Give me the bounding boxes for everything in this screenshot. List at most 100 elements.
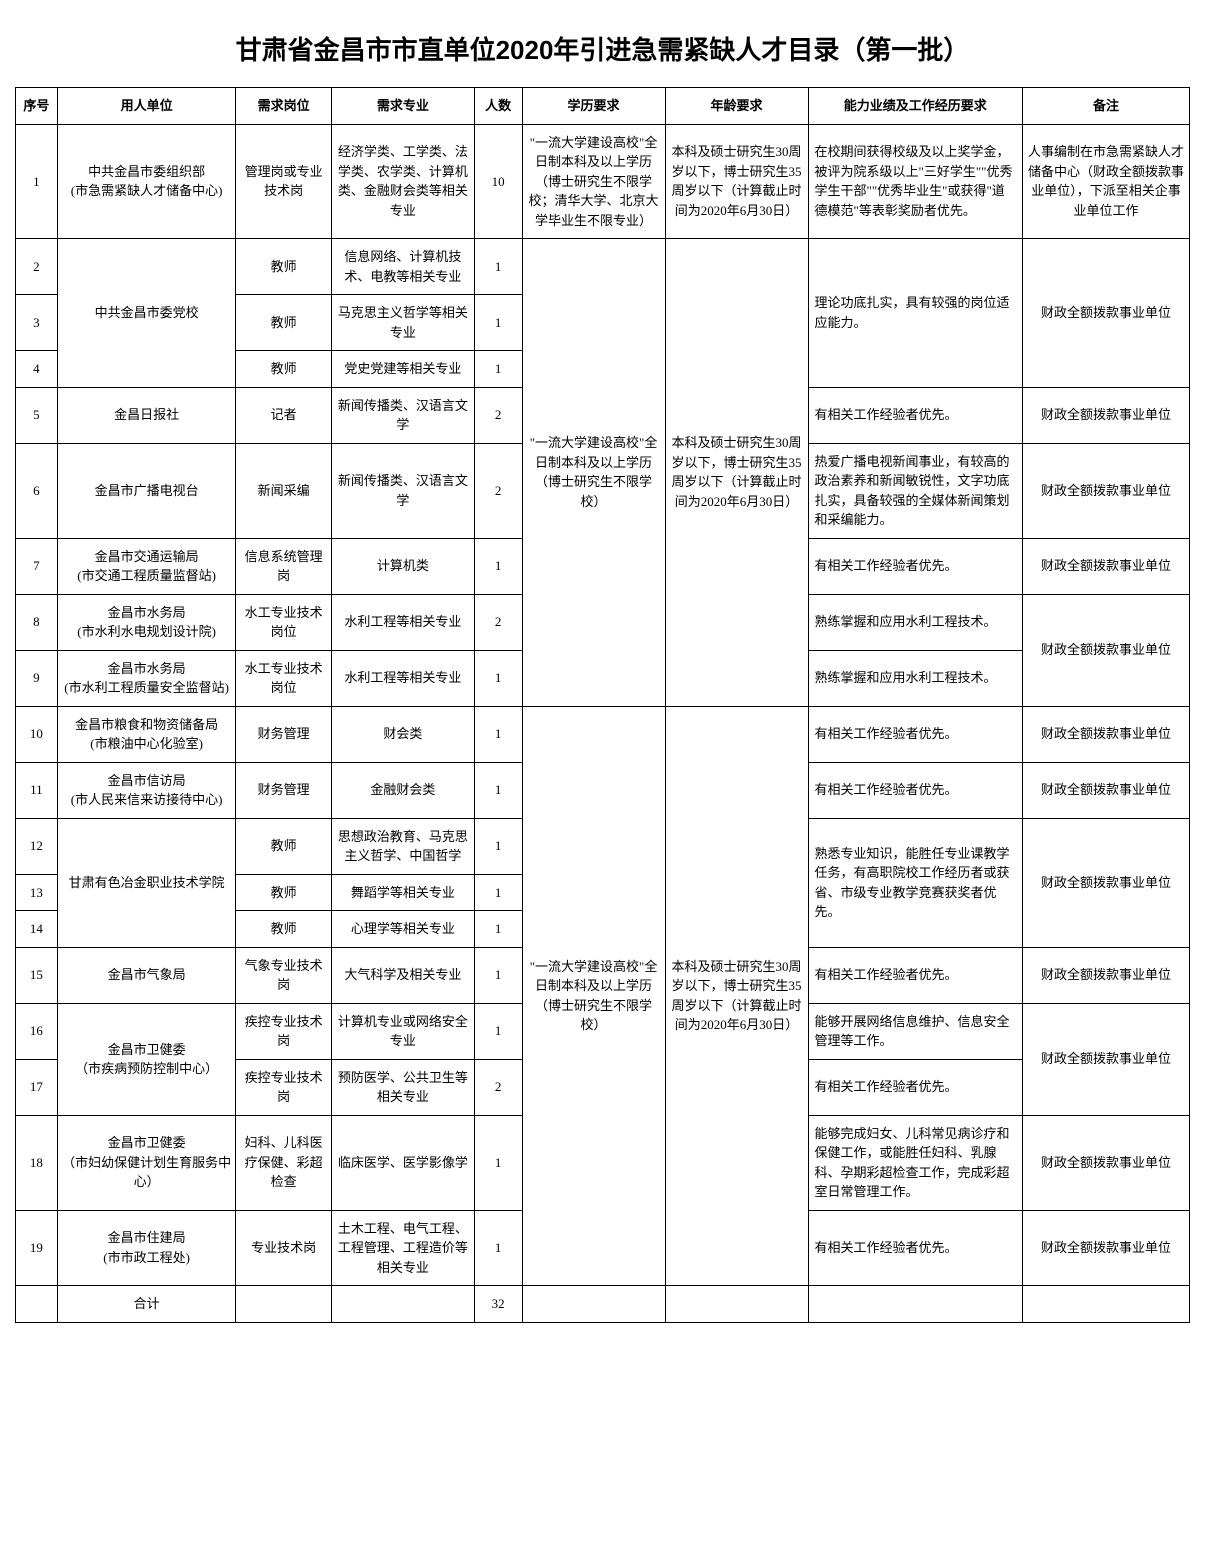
cell-major: 土木工程、电气工程、工程管理、工程造价等相关专业 (331, 1210, 474, 1286)
cell-post: 教师 (236, 818, 331, 874)
cell-note: 财政全额拨款事业单位 (1023, 1210, 1190, 1286)
cell-unit: 金昌市卫健委（市妇幼保健计划生育服务中心） (57, 1115, 236, 1210)
cell-num: 1 (474, 538, 522, 594)
cell-num: 1 (474, 295, 522, 351)
cell-post: 财务管理 (236, 762, 331, 818)
cell-req: 有相关工作经验者优先。 (808, 706, 1023, 762)
cell-major: 预防医学、公共卫生等相关专业 (331, 1059, 474, 1115)
cell-seq: 1 (16, 124, 58, 239)
cell-num: 1 (474, 1115, 522, 1210)
total-label: 合计 (57, 1286, 236, 1323)
cell-num: 1 (474, 947, 522, 1003)
cell-req: 熟练掌握和应用水利工程技术。 (808, 594, 1023, 650)
header-row: 序号 用人单位 需求岗位 需求专业 人数 学历要求 年龄要求 能力业绩及工作经历… (16, 88, 1190, 125)
cell-major: 舞蹈学等相关专业 (331, 874, 474, 911)
cell-major: 经济学类、工学类、法学类、农学类、计算机类、金融财会类等相关专业 (331, 124, 474, 239)
cell-edu: "一流大学建设高校"全日制本科及以上学历（博士研究生不限学校；清华大学、北京大学… (522, 124, 665, 239)
cell-req: 有相关工作经验者优先。 (808, 387, 1023, 443)
h-num: 人数 (474, 88, 522, 125)
cell-seq: 2 (16, 239, 58, 295)
cell-post: 教师 (236, 239, 331, 295)
cell-note: 财政全额拨款事业单位 (1023, 387, 1190, 443)
cell-edu: "一流大学建设高校"全日制本科及以上学历（博士研究生不限学校） (522, 239, 665, 707)
cell-note: 财政全额拨款事业单位 (1023, 1003, 1190, 1115)
cell-num: 10 (474, 124, 522, 239)
cell-unit: 金昌市水务局(市水利水电规划设计院) (57, 594, 236, 650)
cell-req: 熟悉专业知识，能胜任专业课教学任务，有高职院校工作经历者或获省、市级专业教学竞赛… (808, 818, 1023, 947)
cell-post: 财务管理 (236, 706, 331, 762)
cell-unit: 金昌市住建局(市市政工程处) (57, 1210, 236, 1286)
cell-major: 计算机专业或网络安全专业 (331, 1003, 474, 1059)
cell-major: 心理学等相关专业 (331, 911, 474, 948)
cell-num: 1 (474, 650, 522, 706)
cell-post: 教师 (236, 295, 331, 351)
cell-num: 1 (474, 1210, 522, 1286)
cell-post: 专业技术岗 (236, 1210, 331, 1286)
cell-seq: 4 (16, 351, 58, 388)
cell-post: 水工专业技术岗位 (236, 594, 331, 650)
page-title: 甘肃省金昌市市直单位2020年引进急需紧缺人才目录（第一批） (15, 30, 1190, 67)
cell-major: 思想政治教育、马克思主义哲学、中国哲学 (331, 818, 474, 874)
table-row: 10 金昌市粮食和物资储备局(市粮油中心化验室) 财务管理 财会类 1 "一流大… (16, 706, 1190, 762)
cell-post: 疾控专业技术岗 (236, 1059, 331, 1115)
cell-req: 能够完成妇女、儿科常见病诊疗和保健工作，或能胜任妇科、乳腺科、孕期彩超检查工作，… (808, 1115, 1023, 1210)
cell-note: 财政全额拨款事业单位 (1023, 818, 1190, 947)
cell-num: 1 (474, 874, 522, 911)
total-num: 32 (474, 1286, 522, 1323)
table-row: 1 中共金昌市委组织部(市急需紧缺人才储备中心) 管理岗或专业技术岗 经济学类、… (16, 124, 1190, 239)
cell-post: 妇科、儿科医疗保健、彩超检查 (236, 1115, 331, 1210)
cell-unit: 金昌市信访局(市人民来信来访接待中心) (57, 762, 236, 818)
cell-seq: 12 (16, 818, 58, 874)
cell-empty (236, 1286, 331, 1323)
cell-major: 大气科学及相关专业 (331, 947, 474, 1003)
cell-post: 记者 (236, 387, 331, 443)
cell-post: 新闻采编 (236, 443, 331, 538)
cell-note: 财政全额拨款事业单位 (1023, 1115, 1190, 1210)
cell-unit: 金昌日报社 (57, 387, 236, 443)
cell-seq: 16 (16, 1003, 58, 1059)
table-row: 2 中共金昌市委党校 教师 信息网络、计算机技术、电教等相关专业 1 "一流大学… (16, 239, 1190, 295)
cell-seq: 5 (16, 387, 58, 443)
cell-empty (808, 1286, 1023, 1323)
cell-req: 熟练掌握和应用水利工程技术。 (808, 650, 1023, 706)
cell-req: 理论功底扎实，具有较强的岗位适应能力。 (808, 239, 1023, 388)
total-row: 合计 32 (16, 1286, 1190, 1323)
cell-unit: 金昌市粮食和物资储备局(市粮油中心化验室) (57, 706, 236, 762)
cell-req: 有相关工作经验者优先。 (808, 1210, 1023, 1286)
cell-empty (665, 1286, 808, 1323)
cell-empty (16, 1286, 58, 1323)
cell-num: 2 (474, 594, 522, 650)
cell-post: 教师 (236, 911, 331, 948)
cell-note: 财政全额拨款事业单位 (1023, 594, 1190, 706)
cell-major: 马克思主义哲学等相关专业 (331, 295, 474, 351)
cell-num: 1 (474, 818, 522, 874)
cell-req: 能够开展网络信息维护、信息安全管理等工作。 (808, 1003, 1023, 1059)
h-post: 需求岗位 (236, 88, 331, 125)
cell-unit: 中共金昌市委组织部(市急需紧缺人才储备中心) (57, 124, 236, 239)
cell-seq: 15 (16, 947, 58, 1003)
h-unit: 用人单位 (57, 88, 236, 125)
h-note: 备注 (1023, 88, 1190, 125)
cell-num: 2 (474, 387, 522, 443)
cell-note: 财政全额拨款事业单位 (1023, 706, 1190, 762)
cell-post: 水工专业技术岗位 (236, 650, 331, 706)
cell-unit: 金昌市广播电视台 (57, 443, 236, 538)
cell-num: 1 (474, 239, 522, 295)
cell-major: 水利工程等相关专业 (331, 594, 474, 650)
h-edu: 学历要求 (522, 88, 665, 125)
cell-seq: 17 (16, 1059, 58, 1115)
cell-edu: "一流大学建设高校"全日制本科及以上学历（博士研究生不限学校） (522, 706, 665, 1286)
cell-unit: 金昌市卫健委（市疾病预防控制中心） (57, 1003, 236, 1115)
cell-major: 新闻传播类、汉语言文学 (331, 387, 474, 443)
cell-num: 2 (474, 1059, 522, 1115)
cell-age: 本科及硕士研究生30周岁以下，博士研究生35周岁以下（计算截止时间为2020年6… (665, 124, 808, 239)
cell-note: 财政全额拨款事业单位 (1023, 762, 1190, 818)
cell-post: 信息系统管理岗 (236, 538, 331, 594)
cell-req: 热爱广播电视新闻事业，有较高的政治素养和新闻敏锐性，文字功底扎实，具备较强的全媒… (808, 443, 1023, 538)
cell-num: 1 (474, 762, 522, 818)
cell-empty (1023, 1286, 1190, 1323)
cell-age: 本科及硕士研究生30周岁以下，博士研究生35周岁以下（计算截止时间为2020年6… (665, 239, 808, 707)
cell-note: 财政全额拨款事业单位 (1023, 239, 1190, 388)
cell-num: 1 (474, 1003, 522, 1059)
cell-req: 有相关工作经验者优先。 (808, 538, 1023, 594)
